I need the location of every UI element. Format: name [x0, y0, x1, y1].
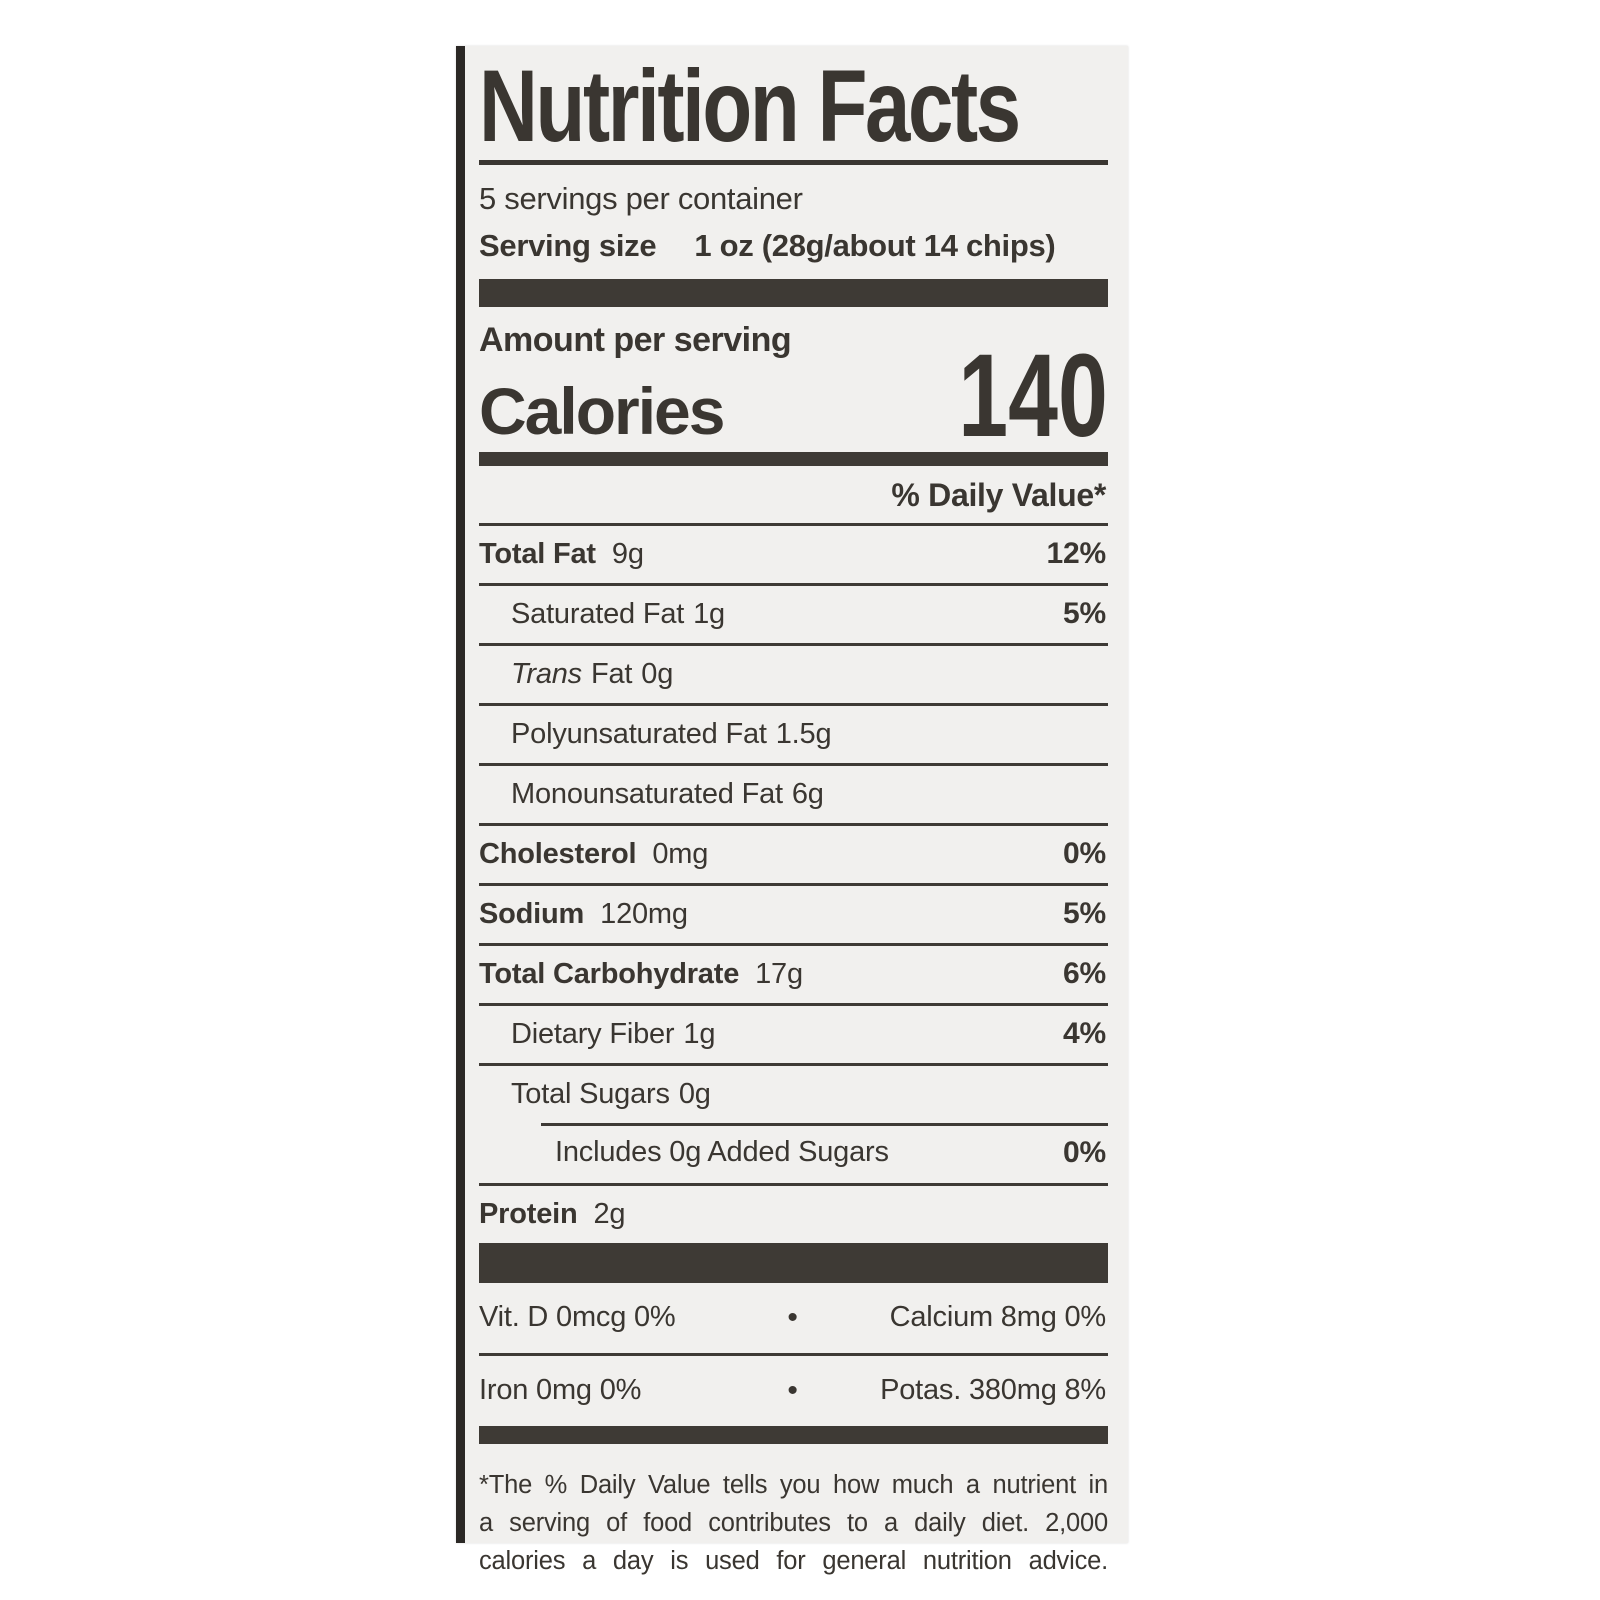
nutrition-facts-label: Nutrition Facts 5 servings per container…: [456, 46, 1128, 1575]
nutrient-name: Total Carbohydrate: [479, 957, 740, 990]
title-divider: [479, 159, 1108, 165]
nutrient-name: Cholesterol: [479, 837, 637, 870]
footnote-line: calories a day is used for general nutri…: [479, 1546, 1108, 1575]
micronutrient-left: Iron 0mg 0%: [479, 1374, 642, 1407]
servings-per-container: 5 servings per container: [479, 180, 803, 216]
nutrient-amount: 1g: [683, 1017, 716, 1050]
section-bar-middle: [479, 1242, 1108, 1283]
nutrient-daily-value: 0%: [1063, 837, 1106, 871]
nutrient-name-italic: Trans: [511, 657, 582, 690]
micronutrient-row-1: Vit. D 0mcg 0% • Calcium 8mg 0%: [479, 1283, 1108, 1353]
nutrient-name: Total Sugars: [511, 1077, 670, 1110]
nutrient-daily-value: 0%: [1063, 1135, 1106, 1169]
nutrient-row-total-carbohydrate: Total Carbohydrate 17g 6%: [479, 942, 1108, 1003]
micronutrient-right: Calcium 8mg 0%: [889, 1301, 1107, 1334]
nutrient-row-polyunsaturated-fat: Polyunsaturated Fat 1.5g: [479, 702, 1108, 763]
nutrient-amount: 0g: [641, 657, 674, 690]
nutrient-amount: 120mg: [600, 897, 688, 930]
serving-size-row: Serving size 1 oz (28g/about 14 chips): [479, 228, 1108, 264]
serving-size-value: 1 oz (28g/about 14 chips): [694, 227, 1056, 263]
nutrient-row-trans-fat: Trans Fat 0g: [479, 642, 1108, 703]
nutrient-daily-value: 5%: [1063, 897, 1106, 931]
amount-per-serving-label: Amount per serving: [479, 320, 792, 359]
nutrient-name: Protein: [479, 1197, 578, 1230]
section-bar-bottom: [479, 1425, 1108, 1444]
calories-divider-bar: [479, 451, 1108, 466]
nutrient-name: Dietary Fiber: [511, 1017, 675, 1050]
nutrient-amount: 17g: [755, 957, 803, 990]
calories-value: 140: [958, 329, 1108, 462]
nutrient-amount: 2g: [593, 1197, 626, 1230]
daily-value-header: % Daily Value*: [891, 476, 1106, 513]
nutrient-row-monounsaturated-fat: Monounsaturated Fat 6g: [479, 762, 1108, 823]
footnote: *The % Daily Value tells you how much a …: [479, 1466, 1108, 1580]
nutrient-row-total-fat: Total Fat 9g 12%: [479, 522, 1108, 583]
bullet-separator: •: [787, 1300, 798, 1334]
nutrient-amount: 0mg: [652, 837, 709, 870]
footnote-line: *The % Daily Value tells you how much a …: [479, 1470, 1108, 1499]
nutrient-row-protein: Protein 2g: [479, 1182, 1108, 1243]
nutrient-row-added-sugars: Includes 0g Added Sugars 0%: [479, 1122, 1108, 1183]
label-title: Nutrition Facts: [479, 49, 1021, 163]
nutrient-amount: 6g: [791, 777, 824, 810]
bullet-separator: •: [787, 1373, 798, 1407]
nutrient-row-saturated-fat: Saturated Fat 1g 5%: [479, 582, 1108, 643]
nutrient-amount: 9g: [611, 537, 644, 570]
calories-row: Calories 140: [479, 337, 1108, 455]
nutrient-daily-value: 6%: [1063, 957, 1106, 991]
nutrient-name: Fat: [590, 657, 633, 690]
micronutrient-right: Potas. 380mg 8%: [880, 1374, 1106, 1407]
serving-size-label: Serving size: [479, 227, 657, 263]
nutrient-name: Saturated Fat: [511, 597, 685, 630]
nutrient-name: Sodium: [479, 897, 585, 930]
nutrient-name: Polyunsaturated Fat: [511, 717, 767, 750]
nutrient-row-sodium: Sodium 120mg 5%: [479, 882, 1108, 943]
nutrient-name: Monounsaturated Fat: [511, 777, 783, 810]
nutrient-row-total-sugars: Total Sugars 0g: [479, 1062, 1108, 1123]
micronutrient-row-2: Iron 0mg 0% • Potas. 380mg 8%: [479, 1352, 1108, 1426]
nutrient-name: Includes 0g Added Sugars: [555, 1136, 889, 1169]
nutrient-amount: 1g: [693, 597, 725, 630]
nutrient-daily-value: 12%: [1046, 537, 1107, 571]
section-bar-top: [479, 278, 1108, 307]
nutrient-row-cholesterol: Cholesterol 0mg 0%: [479, 822, 1108, 883]
footnote-line: a serving of food contributes to a daily…: [479, 1508, 1108, 1537]
nutrient-name: Total Fat: [479, 537, 596, 570]
nutrient-amount: 0g: [678, 1077, 711, 1110]
nutrient-daily-value: 5%: [1063, 597, 1106, 631]
nutrient-amount: 1.5g: [775, 717, 832, 750]
nutrient-daily-value: 4%: [1063, 1017, 1106, 1051]
calories-label: Calories: [479, 373, 725, 448]
micronutrient-left: Vit. D 0mcg 0%: [479, 1301, 676, 1334]
nutrient-row-dietary-fiber: Dietary Fiber 1g 4%: [479, 1002, 1108, 1063]
